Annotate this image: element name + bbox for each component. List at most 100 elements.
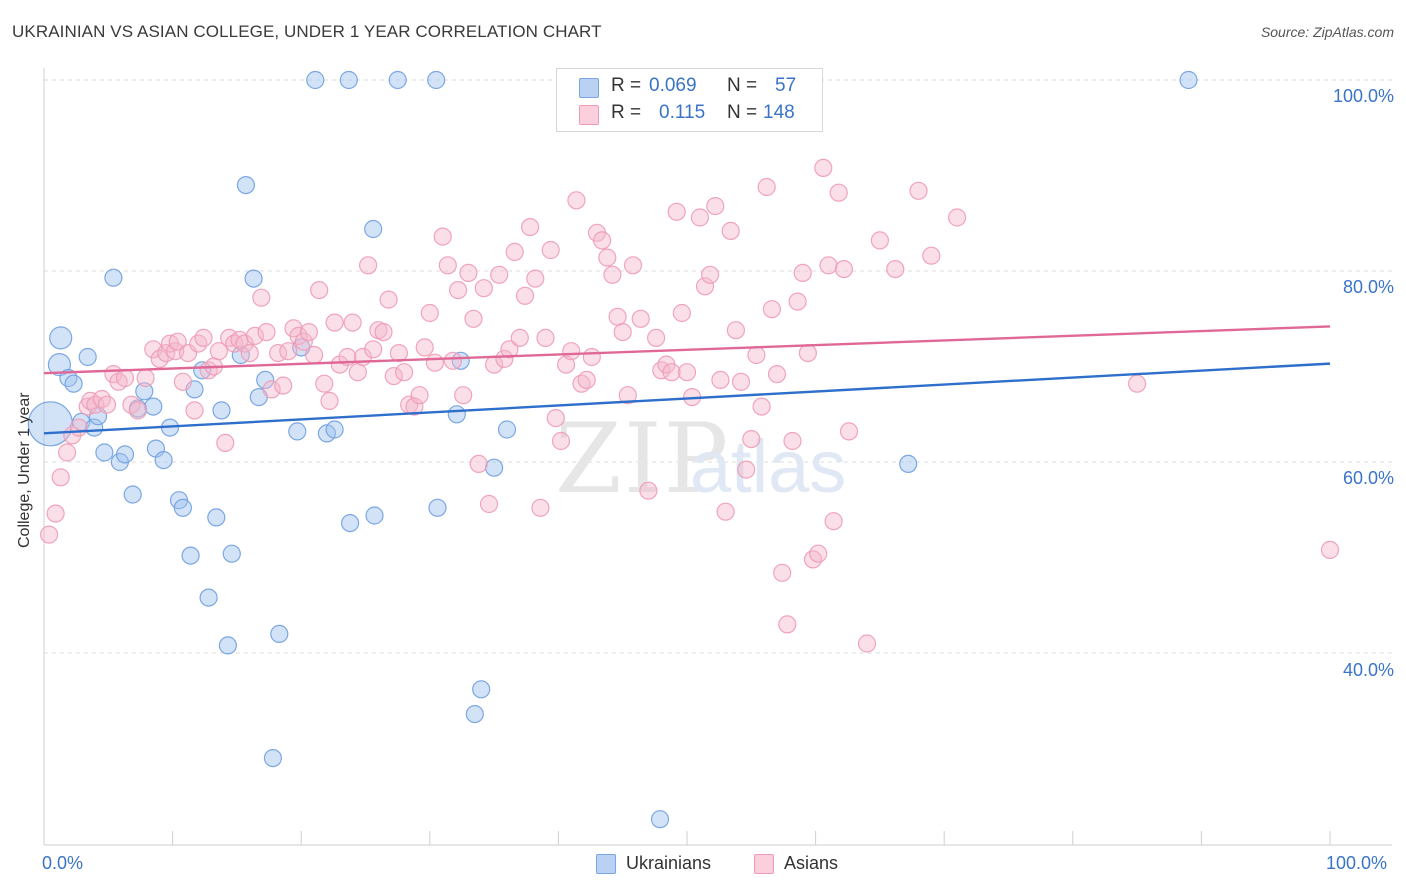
asians-point — [189, 334, 208, 353]
asians-point — [515, 286, 535, 305]
ukrainians-point — [427, 70, 446, 90]
legend-r-value: 0.069 — [649, 75, 697, 96]
ukrainians-point — [222, 544, 241, 563]
chart-source: Source: ZipAtlas.com — [1260, 24, 1394, 40]
asians-point — [194, 328, 213, 347]
asians-point — [757, 177, 776, 197]
ukrainians-point — [181, 546, 200, 565]
asians-point — [495, 349, 514, 368]
asians-point — [51, 468, 70, 487]
asians-point — [245, 326, 264, 345]
series-swatch-asians — [754, 854, 774, 874]
asians-point — [886, 260, 905, 279]
watermark-atlas: atlas — [690, 425, 846, 508]
ukrainians-point — [485, 458, 504, 477]
asians-point — [469, 454, 488, 473]
asians-point — [474, 279, 493, 298]
ukrainians-point — [306, 70, 325, 90]
asians-point — [136, 368, 155, 388]
y-tick-label: 80.0% — [1342, 277, 1394, 297]
asians-point — [157, 344, 176, 363]
ukrainians-point — [364, 219, 383, 239]
y-tick-label: 40.0% — [1342, 660, 1394, 680]
asians-point — [330, 355, 349, 374]
asians-point — [359, 256, 378, 275]
asians-point — [216, 433, 235, 452]
asians-point — [773, 563, 792, 582]
asians-point — [374, 323, 393, 342]
asians-point — [752, 397, 771, 416]
asians-point — [793, 263, 812, 282]
ukrainians-point — [154, 451, 173, 470]
ukrainians-point — [497, 420, 517, 439]
asians-point — [631, 309, 650, 328]
ukrainians-point — [78, 347, 97, 367]
legend-n-value: 57 — [775, 75, 797, 96]
asians-point — [379, 290, 398, 309]
asians-point — [252, 288, 271, 307]
asians-point — [567, 191, 586, 210]
ukrainians-point — [193, 361, 212, 380]
asians-point — [410, 386, 429, 405]
asians-point — [788, 292, 807, 311]
asians-point — [438, 256, 457, 275]
ukrainians-point — [447, 405, 466, 424]
legend-swatch-asians — [579, 105, 599, 125]
ukrainians-point — [231, 345, 250, 365]
ukrainians-point — [27, 401, 74, 447]
asians-point — [839, 422, 859, 441]
asians-point — [420, 303, 439, 323]
legend-swatch-ukrainians — [579, 78, 599, 98]
asians-point — [834, 260, 854, 279]
ukrainians-point — [428, 498, 447, 517]
ukrainians-point — [59, 368, 78, 388]
asians-point — [809, 544, 828, 563]
asians-point — [700, 265, 720, 284]
asians-point — [464, 309, 483, 328]
asians-point — [57, 443, 77, 462]
legend-n-value: 148 — [763, 102, 795, 123]
asians-point — [69, 418, 88, 437]
asians-point — [526, 269, 545, 288]
asians-point — [510, 328, 529, 347]
asians-point — [667, 202, 686, 221]
asians-point — [556, 355, 576, 374]
ukrainians-point — [207, 508, 226, 527]
asians-point — [505, 242, 524, 261]
asians-point — [546, 409, 565, 428]
ukrainians-point — [270, 624, 289, 644]
ukrainians-point — [199, 588, 218, 607]
asians-point — [762, 300, 782, 319]
asians-point — [870, 231, 890, 250]
series-label: Ukrainians — [626, 853, 712, 873]
asians-point — [384, 367, 403, 386]
asians-point — [623, 256, 643, 275]
asians-point — [767, 365, 787, 384]
asians-point — [798, 344, 818, 363]
asians-trend-line — [43, 325, 1331, 375]
asians-point — [1127, 374, 1147, 393]
asians-point — [814, 158, 833, 177]
asians-point — [395, 363, 414, 382]
ukrainians-point — [256, 370, 275, 389]
asians-point — [857, 634, 877, 653]
asians-point — [922, 246, 941, 265]
asians-point — [582, 347, 601, 367]
asians-point — [603, 265, 622, 284]
asians-point — [783, 431, 802, 451]
asians-point — [819, 256, 838, 275]
asians-point — [672, 303, 692, 323]
asians-point — [562, 342, 581, 361]
asians-point — [274, 376, 293, 395]
asians-point — [592, 231, 612, 250]
asians-point — [726, 321, 746, 340]
asians-point — [46, 504, 65, 523]
y-tick-label: 60.0% — [1342, 468, 1394, 488]
asians-point — [490, 265, 509, 284]
asians-point — [747, 345, 766, 365]
asians-point — [240, 344, 259, 363]
legend-r-label: R = — [611, 102, 642, 123]
chart-title: UKRAINIAN VS ASIAN COLLEGE, UNDER 1 YEAR… — [12, 22, 602, 41]
asians-point — [706, 197, 725, 216]
asians-point — [1320, 540, 1340, 560]
